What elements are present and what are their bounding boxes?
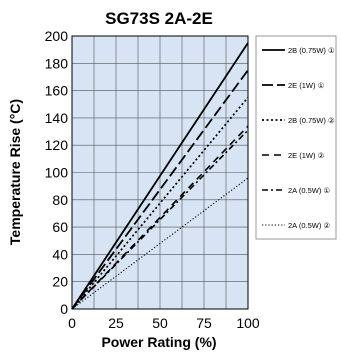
plot-frame — [71, 35, 249, 310]
x-tick-label: 100 — [236, 315, 260, 331]
legend-label: 2A (0.5W) ① — [288, 186, 330, 195]
series-line — [71, 42, 249, 310]
y-tick-label: 20 — [52, 274, 68, 290]
y-tick-label: 120 — [45, 137, 69, 153]
x-axis-label: Power Rating (%) — [101, 334, 216, 350]
legend-label: 2B (0.75W) ② — [288, 116, 335, 125]
x-tick-label: 0 — [68, 315, 76, 331]
legend-label: 2A (0.5W) ② — [288, 221, 330, 230]
legend-label: 2B (0.75W) ① — [288, 46, 335, 55]
legend-entries: 2B (0.75W) ① 2E (1W) ① 2B (0.75W) ② 2E (1W)… — [262, 46, 335, 230]
x-axis-ticks: 0 25 50 75 100 — [68, 315, 260, 331]
x-tick-label: 50 — [152, 315, 168, 331]
y-tick-label: 100 — [45, 165, 69, 181]
legend-label: 2E (1W) ② — [288, 151, 325, 160]
y-tick-label: 140 — [45, 110, 69, 126]
y-tick-label: 40 — [52, 246, 68, 262]
y-tick-label: 0 — [60, 301, 68, 317]
series-line — [71, 96, 249, 310]
series-line — [71, 177, 249, 310]
y-tick-label: 60 — [52, 219, 68, 235]
legend — [255, 35, 337, 240]
y-axis-ticks: 0 20 40 60 80 100 120 140 160 180 200 — [45, 28, 69, 317]
y-tick-label: 80 — [52, 192, 68, 208]
x-tick-label: 75 — [196, 315, 212, 331]
y-tick-label: 160 — [45, 83, 69, 99]
chart-title: SG73S 2A-2E — [105, 9, 213, 28]
y-axis-label: Temperature Rise (°C) — [7, 99, 23, 245]
x-tick-label: 25 — [108, 315, 124, 331]
series-lines — [71, 42, 249, 310]
y-tick-label: 200 — [45, 28, 69, 44]
legend-label: 2E (1W) ① — [288, 81, 325, 90]
y-tick-label: 180 — [45, 55, 69, 71]
series-line — [71, 69, 249, 310]
